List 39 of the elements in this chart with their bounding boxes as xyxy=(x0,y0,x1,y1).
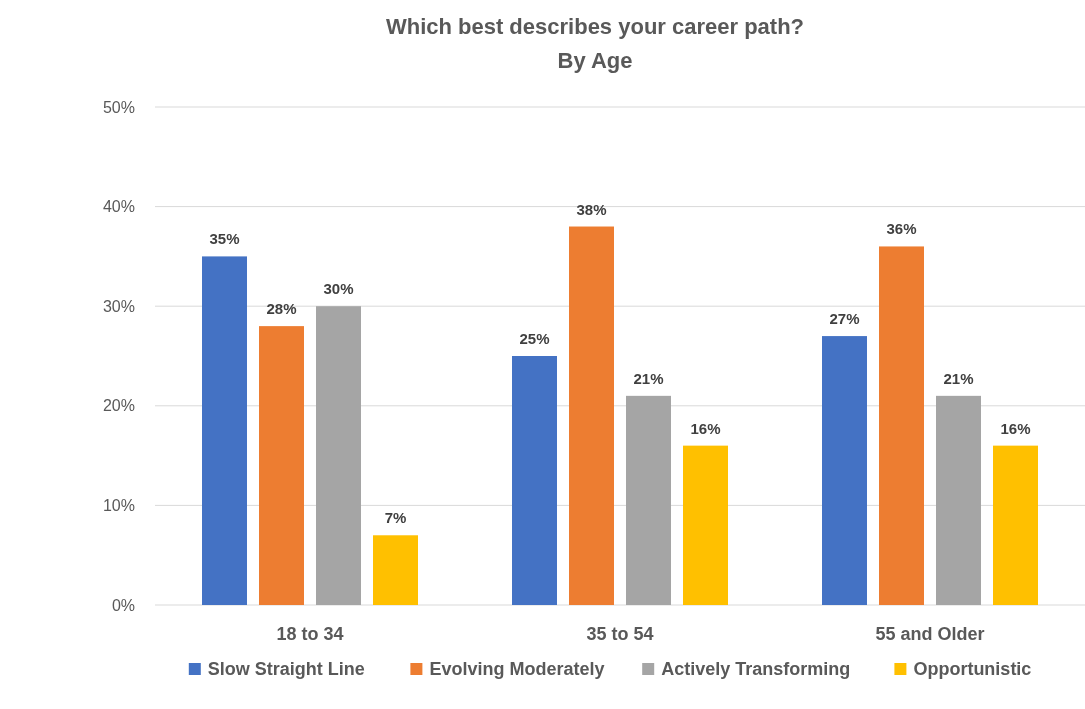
bar xyxy=(822,336,867,605)
data-label: 30% xyxy=(323,280,354,298)
x-tick-label: 18 to 34 xyxy=(276,624,344,644)
x-tick-label: 55 and Older xyxy=(875,624,985,644)
y-tick-label: 20% xyxy=(102,397,135,415)
bar xyxy=(879,246,924,605)
data-label: 28% xyxy=(266,300,297,318)
data-label: 25% xyxy=(519,330,550,347)
bar xyxy=(512,356,557,605)
bar xyxy=(202,256,247,605)
bar xyxy=(683,445,728,605)
data-label: 21% xyxy=(943,369,974,387)
y-tick-label: 10% xyxy=(102,497,135,514)
data-label: 16% xyxy=(1000,419,1031,437)
data-label: 35% xyxy=(209,230,240,248)
chart-subtitle: By Age xyxy=(557,48,633,73)
data-label: 38% xyxy=(576,200,607,218)
data-label: 7% xyxy=(384,509,407,527)
data-label: 27% xyxy=(829,310,860,328)
bar xyxy=(993,445,1038,605)
data-label: 36% xyxy=(886,220,917,238)
legend-label: Opportunistic xyxy=(913,659,1032,680)
data-label: 16% xyxy=(690,419,721,437)
y-tick-label: 30% xyxy=(102,297,135,315)
y-tick-label: 40% xyxy=(102,198,135,216)
chart-title: Which best describes your career path? xyxy=(385,14,805,39)
y-tick-label: 0% xyxy=(111,596,135,614)
legend-label: Evolving Moderately xyxy=(429,659,605,680)
bar xyxy=(569,226,614,605)
bar xyxy=(626,395,671,605)
y-tick-label: 50% xyxy=(102,98,135,116)
bar xyxy=(373,535,418,605)
bar xyxy=(936,395,981,605)
legend-label: Actively Transforming xyxy=(661,659,851,680)
bar xyxy=(316,306,361,605)
legend-label: Slow Straight Line xyxy=(207,659,365,680)
data-label: 21% xyxy=(633,369,664,387)
x-tick-label: 35 to 54 xyxy=(586,624,654,644)
bar xyxy=(259,326,304,605)
